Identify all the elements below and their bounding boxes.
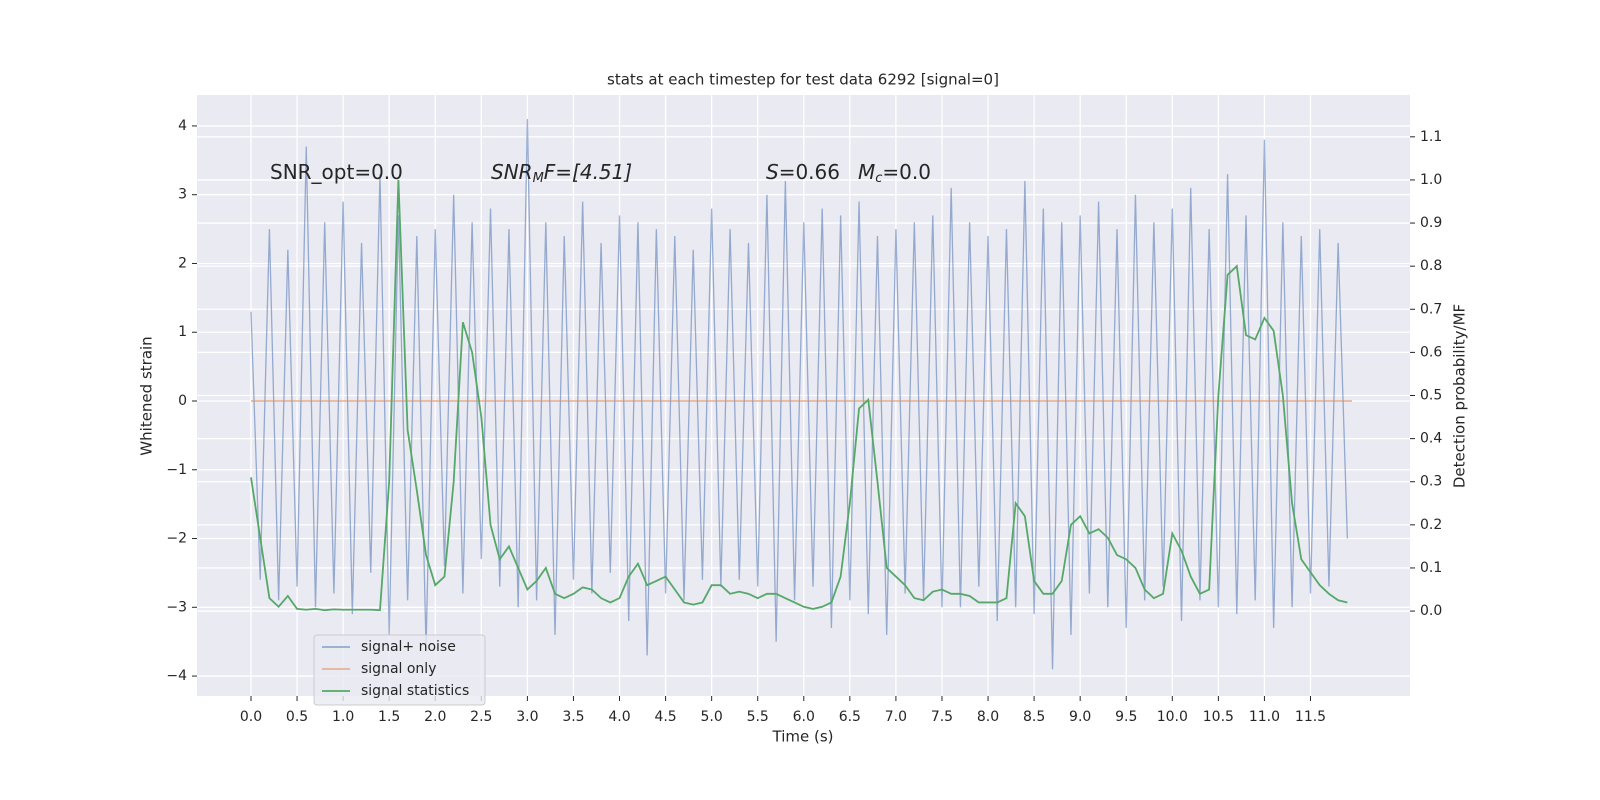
x-tick-label: 6.0: [793, 709, 815, 725]
x-tick-label: 8.0: [977, 709, 999, 725]
annotation-text: M: [533, 171, 544, 186]
y2-tick-label: 0.1: [1420, 560, 1442, 576]
y2-axis-label: Detection probability/MF: [1451, 304, 1469, 488]
x-tick-label: 9.5: [1115, 709, 1137, 725]
annotation-text: =0.66: [779, 160, 840, 184]
y-tick-label: −3: [166, 599, 187, 615]
annotation-text: SNR: [491, 160, 533, 184]
x-tick-label: 8.5: [1023, 709, 1045, 725]
x-tick-label: 3.0: [516, 709, 538, 725]
x-tick-label: 9.0: [1069, 709, 1091, 725]
marks: [250, 119, 1352, 670]
y2-tick-label: 0.5: [1420, 388, 1442, 404]
y-tick-label: 2: [178, 255, 187, 271]
y2-tick-label: 0.8: [1420, 258, 1442, 274]
x-axis-label: Time (s): [772, 728, 834, 746]
x-tick-label: 11.0: [1249, 709, 1280, 725]
legend-box: [313, 634, 486, 706]
annotation-text: =0.0: [882, 160, 931, 184]
x-tick-label: 7.5: [931, 709, 953, 725]
x-tick-label: 5.5: [747, 709, 769, 725]
y2-tick-label: 1.1: [1420, 129, 1442, 145]
x-tick-label: 0.5: [286, 709, 308, 725]
legend-label: signal only: [361, 661, 436, 677]
x-tick-label: 3.5: [562, 709, 584, 725]
annotation: S=0.66: [766, 160, 840, 184]
chart-title: stats at each timestep for test data 629…: [607, 71, 999, 89]
y2-tick-label: 0.3: [1420, 474, 1442, 490]
y2-tick-label: 0.7: [1420, 301, 1442, 317]
x-tick-label: 0.0: [240, 709, 262, 725]
annotation: SNR_opt=0.0: [270, 160, 403, 184]
x-tick-label: 2.0: [424, 709, 446, 725]
series-line: [250, 119, 1349, 670]
annotation-text: SNR_opt=0.0: [270, 160, 403, 184]
x-tick-label: 6.5: [839, 709, 861, 725]
y2-tick-label: 0.4: [1420, 431, 1442, 447]
y2-tick-label: 0.6: [1420, 344, 1442, 360]
series-line: [250, 179, 1348, 612]
annotation-text: F=[4.51]: [544, 160, 632, 184]
y2-tick-label: 0.2: [1420, 517, 1442, 533]
x-tick-label: 11.5: [1295, 709, 1326, 725]
x-tick-label: 10.5: [1203, 709, 1234, 725]
y-tick-label: 3: [178, 187, 187, 203]
x-tick-label: 1.0: [332, 709, 354, 725]
annotation: SNRMF=[4.51]: [491, 160, 632, 186]
y-tick-label: 1: [178, 324, 187, 340]
y-tick-label: −1: [166, 462, 187, 478]
x-tick-label: 5.0: [701, 709, 723, 725]
annotation-text: c: [875, 171, 882, 186]
legend: signal+ noise signal only signal statistic…: [313, 634, 486, 706]
annotation: Mc=0.0: [858, 160, 931, 186]
annotation-text: S: [766, 160, 779, 184]
x-tick-label: 10.0: [1157, 709, 1188, 725]
y2-tick-label: 0.0: [1420, 603, 1442, 619]
x-tick-label: 1.5: [378, 709, 400, 725]
y2-tick-label: 0.9: [1420, 215, 1442, 231]
x-tick-label: 2.5: [470, 709, 492, 725]
legend-label: signal+ noise: [361, 639, 456, 655]
x-tick-label: 4.0: [608, 709, 630, 725]
x-tick-label: 4.5: [654, 709, 676, 725]
y-tick-label: −4: [166, 668, 187, 684]
legend-label: signal statistics: [361, 683, 469, 699]
x-tick-label: 7.0: [885, 709, 907, 725]
y-axis-label: Whitened strain: [138, 336, 156, 455]
y-tick-label: −2: [166, 531, 187, 547]
y-tick-label: 0: [178, 393, 187, 409]
annotation-text: M: [858, 160, 875, 184]
y-tick-label: 4: [178, 118, 187, 134]
y2-tick-label: 1.0: [1420, 172, 1442, 188]
